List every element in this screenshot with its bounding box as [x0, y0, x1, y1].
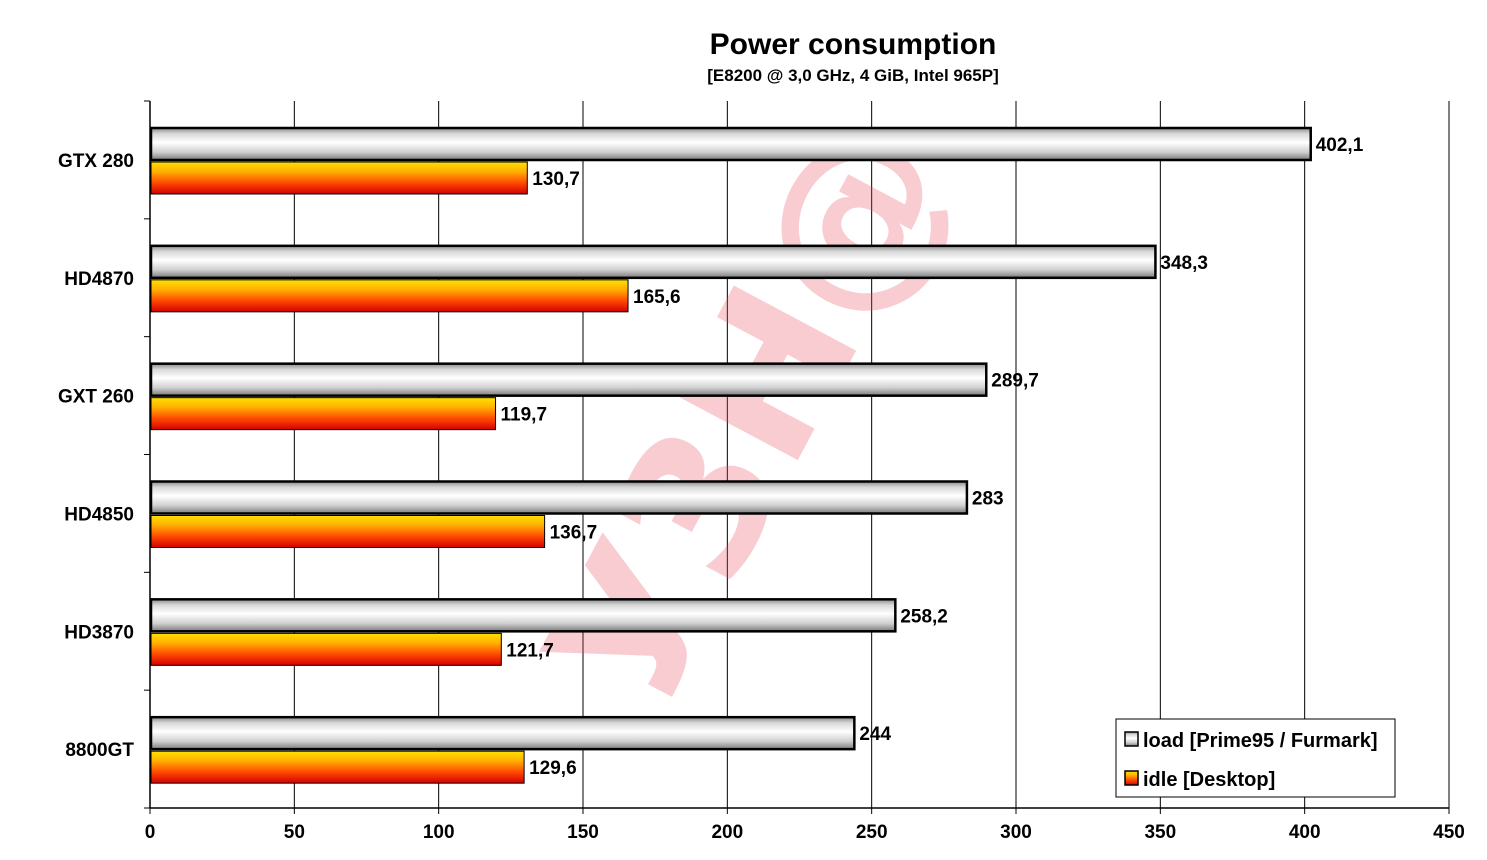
idle-value-label: 119,7 [501, 405, 548, 426]
idle-value-label: 121,7 [506, 640, 554, 661]
category-label: GXT 260 [58, 387, 134, 408]
idle-value-label: 165,6 [633, 287, 681, 308]
category-label: HD4870 [64, 269, 134, 290]
legend-label-idle: idle [Desktop] [1143, 769, 1275, 791]
x-tick-label-150: 150 [567, 822, 599, 843]
x-tick-label-400: 400 [1289, 822, 1321, 843]
x-tick-label-100: 100 [423, 822, 455, 843]
axes [144, 100, 1450, 814]
legend-box [1115, 718, 1396, 798]
category-label: HD4850 [64, 504, 134, 525]
x-tick-label-350: 350 [1144, 822, 1176, 843]
load-value-label: 402,1 [1316, 135, 1364, 156]
legend-swatch-load [1124, 731, 1139, 747]
category-labels: GTX 280 HD4870 GXT 260 HD4850 HD3870 8800GT [58, 151, 134, 761]
idle-value-label: 129,6 [529, 758, 577, 779]
x-axis-tick-labels: 0 50 100 150 200 250 300 350 400 450 [145, 822, 1465, 843]
load-bar [149, 598, 897, 633]
x-tick-label-50: 50 [284, 822, 305, 843]
legend-swatch-idle [1124, 770, 1139, 786]
idle-value-label: 130,7 [532, 169, 580, 190]
idle-bar [150, 632, 502, 666]
idle-bar [150, 397, 497, 431]
load-bar [149, 244, 1157, 280]
x-tick-label-450: 450 [1433, 822, 1465, 843]
idle-bar [150, 515, 546, 548]
load-bar [149, 362, 988, 397]
x-tick-label-200: 200 [711, 822, 743, 843]
category-label: 8800GT [65, 740, 134, 761]
load-bar [149, 715, 856, 751]
category-label: GTX 280 [58, 151, 134, 172]
load-bar [149, 480, 969, 515]
load-value-label: 258,2 [900, 606, 948, 627]
gridlines [293, 101, 1450, 808]
bar-group: 402,1 130,7 348,3 165,6 289,7 119,7 283 136,7 25… [149, 126, 1364, 784]
category-label: HD3870 [64, 622, 134, 643]
load-value-label: 348,3 [1160, 253, 1208, 274]
chart-subtitle: [E8200 @ 3,0 GHz, 4 GiB, Intel 965P] [707, 66, 999, 85]
idle-bar [150, 750, 525, 784]
load-value-label: 244 [859, 724, 891, 745]
x-tick-label-0: 0 [145, 822, 156, 843]
load-value-label: 283 [972, 489, 1004, 510]
idle-bar [150, 279, 629, 313]
load-value-label: 289,7 [991, 371, 1039, 392]
chart-title: Power consumption [710, 28, 997, 61]
x-tick-label-300: 300 [1000, 822, 1032, 843]
load-bar [149, 126, 1312, 162]
legend-label-load: load [Prime95 / Furmark] [1143, 730, 1378, 752]
idle-value-label: 136,7 [550, 523, 598, 544]
legend: load [Prime95 / Furmark] idle [Desktop] [1115, 718, 1396, 798]
idle-bar [150, 161, 528, 195]
x-tick-label-250: 250 [856, 822, 888, 843]
